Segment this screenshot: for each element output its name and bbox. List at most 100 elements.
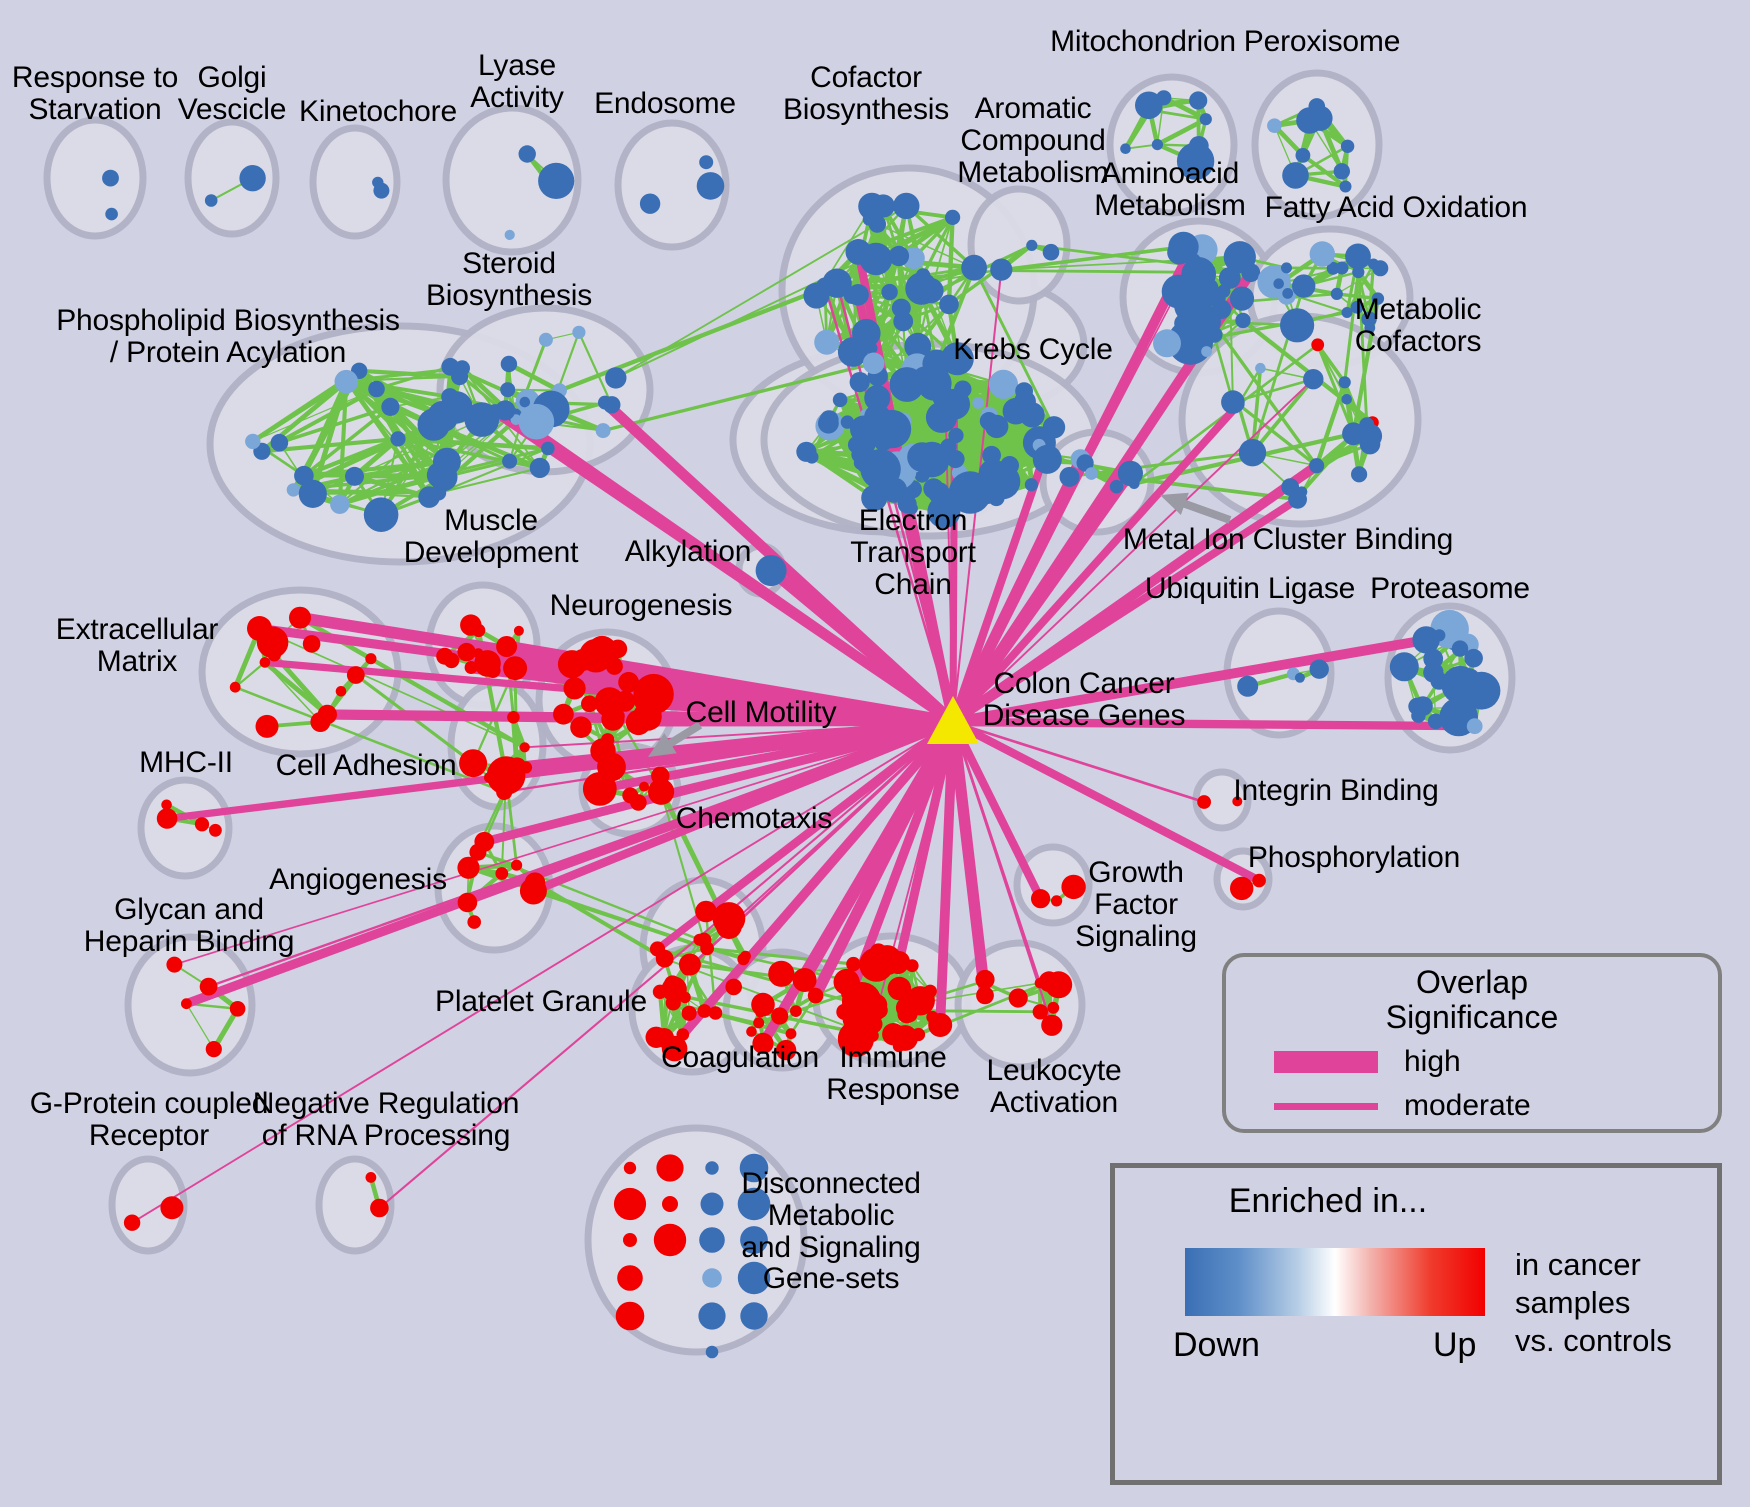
gene-set-node[interactable]	[1201, 346, 1212, 357]
gene-set-node[interactable]	[860, 449, 901, 490]
gene-set-node[interactable]	[751, 992, 775, 1017]
gene-set-node[interactable]	[1061, 874, 1086, 900]
gene-set-node[interactable]	[1430, 672, 1448, 690]
gene-set-node[interactable]	[1176, 142, 1215, 180]
gene-set-node[interactable]	[819, 410, 839, 430]
gene-set-node[interactable]	[1199, 113, 1212, 126]
gene-set-node[interactable]	[507, 711, 520, 724]
gene-set-node[interactable]	[390, 431, 406, 447]
gene-set-node[interactable]	[267, 648, 281, 662]
gene-set-node[interactable]	[1282, 162, 1309, 189]
gene-set-node[interactable]	[923, 984, 937, 998]
gene-set-node[interactable]	[891, 298, 911, 318]
gene-set-node[interactable]	[418, 486, 440, 508]
gene-set-node[interactable]	[1051, 895, 1063, 907]
gene-set-node[interactable]	[833, 968, 860, 996]
gene-set-node[interactable]	[790, 1005, 802, 1017]
gene-set-node[interactable]	[1412, 626, 1440, 654]
gene-set-node[interactable]	[696, 172, 725, 200]
gene-set-node[interactable]	[1042, 416, 1066, 439]
gene-set-node[interactable]	[1281, 262, 1292, 274]
gene-set-node[interactable]	[623, 1233, 637, 1247]
gene-set-node[interactable]	[161, 799, 172, 811]
gene-set-node[interactable]	[1026, 239, 1038, 251]
gene-set-node[interactable]	[1218, 267, 1241, 289]
gene-set-node[interactable]	[365, 1172, 377, 1183]
gene-set-node[interactable]	[1117, 460, 1143, 486]
gene-set-node[interactable]	[832, 392, 848, 408]
gene-set-node[interactable]	[1330, 287, 1343, 300]
gene-set-node[interactable]	[803, 282, 830, 309]
gene-set-node[interactable]	[1085, 467, 1098, 480]
gene-set-node[interactable]	[381, 397, 400, 416]
gene-set-node[interactable]	[737, 1261, 771, 1295]
gene-set-node[interactable]	[513, 625, 524, 636]
gene-set-node[interactable]	[335, 686, 347, 697]
gene-set-node[interactable]	[441, 388, 459, 406]
gene-set-node[interactable]	[696, 932, 712, 948]
gene-set-node[interactable]	[605, 657, 623, 675]
gene-set-node[interactable]	[346, 666, 365, 684]
gene-set-node[interactable]	[330, 494, 350, 514]
gene-set-node[interactable]	[1364, 322, 1376, 334]
gene-set-node[interactable]	[365, 653, 377, 665]
gene-set-node[interactable]	[1389, 652, 1419, 682]
gene-set-node[interactable]	[954, 475, 982, 503]
gene-set-node[interactable]	[1333, 163, 1351, 180]
gene-set-node[interactable]	[363, 497, 399, 532]
gene-set-node[interactable]	[1296, 107, 1323, 134]
gene-set-node[interactable]	[915, 268, 931, 283]
gene-set-node[interactable]	[570, 716, 592, 738]
gene-set-node[interactable]	[105, 207, 118, 221]
gene-set-node[interactable]	[1342, 422, 1365, 446]
gene-set-node[interactable]	[608, 639, 628, 659]
gene-set-node[interactable]	[1109, 479, 1124, 494]
gene-set-node[interactable]	[496, 636, 518, 657]
gene-set-node[interactable]	[990, 265, 1001, 276]
gene-set-node[interactable]	[1350, 300, 1364, 314]
gene-set-node[interactable]	[1451, 640, 1469, 657]
gene-set-node[interactable]	[519, 396, 531, 408]
gene-set-node[interactable]	[1466, 718, 1483, 735]
gene-set-node[interactable]	[469, 843, 487, 861]
gene-set-node[interactable]	[656, 1154, 684, 1182]
gene-set-node[interactable]	[209, 823, 222, 837]
gene-set-node[interactable]	[1032, 1004, 1049, 1020]
gene-set-node[interactable]	[541, 441, 555, 456]
gene-set-node[interactable]	[495, 867, 509, 880]
gene-set-node[interactable]	[985, 414, 1009, 439]
gene-set-node[interactable]	[888, 951, 910, 973]
gene-set-node[interactable]	[239, 165, 266, 192]
gene-set-node[interactable]	[945, 209, 961, 225]
gene-set-node[interactable]	[888, 245, 910, 267]
gene-set-node[interactable]	[1041, 1014, 1063, 1036]
gene-set-node[interactable]	[581, 695, 598, 713]
gene-set-node[interactable]	[1352, 266, 1365, 279]
gene-set-node[interactable]	[1034, 977, 1046, 989]
gene-set-node[interactable]	[712, 902, 746, 935]
gene-set-node[interactable]	[460, 897, 473, 910]
gene-set-node[interactable]	[1237, 675, 1259, 697]
gene-set-node[interactable]	[229, 681, 241, 693]
gene-set-node[interactable]	[1309, 241, 1336, 267]
gene-set-node[interactable]	[847, 284, 869, 306]
gene-set-node[interactable]	[977, 483, 998, 504]
gene-set-node[interactable]	[1335, 261, 1349, 275]
gene-set-node[interactable]	[737, 1187, 771, 1221]
gene-set-node[interactable]	[460, 614, 482, 636]
gene-set-node[interactable]	[904, 332, 932, 360]
gene-set-node[interactable]	[1292, 274, 1316, 298]
gene-set-node[interactable]	[881, 283, 898, 301]
gene-set-node[interactable]	[270, 433, 289, 452]
gene-set-node[interactable]	[705, 1345, 719, 1359]
gene-set-node[interactable]	[160, 1196, 184, 1220]
gene-set-node[interactable]	[1368, 258, 1379, 270]
gene-set-node[interactable]	[1032, 444, 1062, 474]
gene-set-node[interactable]	[792, 968, 817, 992]
gene-set-node[interactable]	[768, 960, 795, 987]
gene-set-node[interactable]	[681, 1005, 697, 1021]
gene-set-node[interactable]	[1255, 362, 1266, 374]
gene-set-node[interactable]	[504, 229, 515, 240]
gene-set-node[interactable]	[199, 977, 218, 996]
gene-set-node[interactable]	[700, 1192, 724, 1216]
